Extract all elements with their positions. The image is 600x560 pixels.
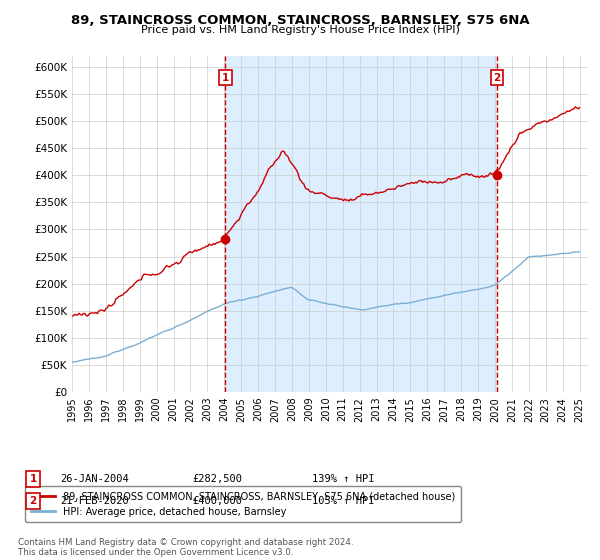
Text: £282,500: £282,500: [192, 474, 242, 484]
Text: 2: 2: [29, 496, 37, 506]
Text: 26-JAN-2004: 26-JAN-2004: [60, 474, 129, 484]
Text: 1: 1: [222, 73, 229, 83]
Text: 1: 1: [29, 474, 37, 484]
Text: 2: 2: [494, 73, 501, 83]
Text: £400,000: £400,000: [192, 496, 242, 506]
Text: 139% ↑ HPI: 139% ↑ HPI: [312, 474, 374, 484]
Text: Contains HM Land Registry data © Crown copyright and database right 2024.
This d: Contains HM Land Registry data © Crown c…: [18, 538, 353, 557]
Bar: [226, 56, 497, 392]
Text: Price paid vs. HM Land Registry's House Price Index (HPI): Price paid vs. HM Land Registry's House …: [140, 25, 460, 35]
Text: 105% ↑ HPI: 105% ↑ HPI: [312, 496, 374, 506]
Legend: 89, STAINCROSS COMMON, STAINCROSS, BARNSLEY, S75 6NA (detached house), HPI: Aver: 89, STAINCROSS COMMON, STAINCROSS, BARNS…: [25, 486, 461, 522]
Text: 21-FEB-2020: 21-FEB-2020: [60, 496, 129, 506]
Text: 89, STAINCROSS COMMON, STAINCROSS, BARNSLEY, S75 6NA: 89, STAINCROSS COMMON, STAINCROSS, BARNS…: [71, 14, 529, 27]
